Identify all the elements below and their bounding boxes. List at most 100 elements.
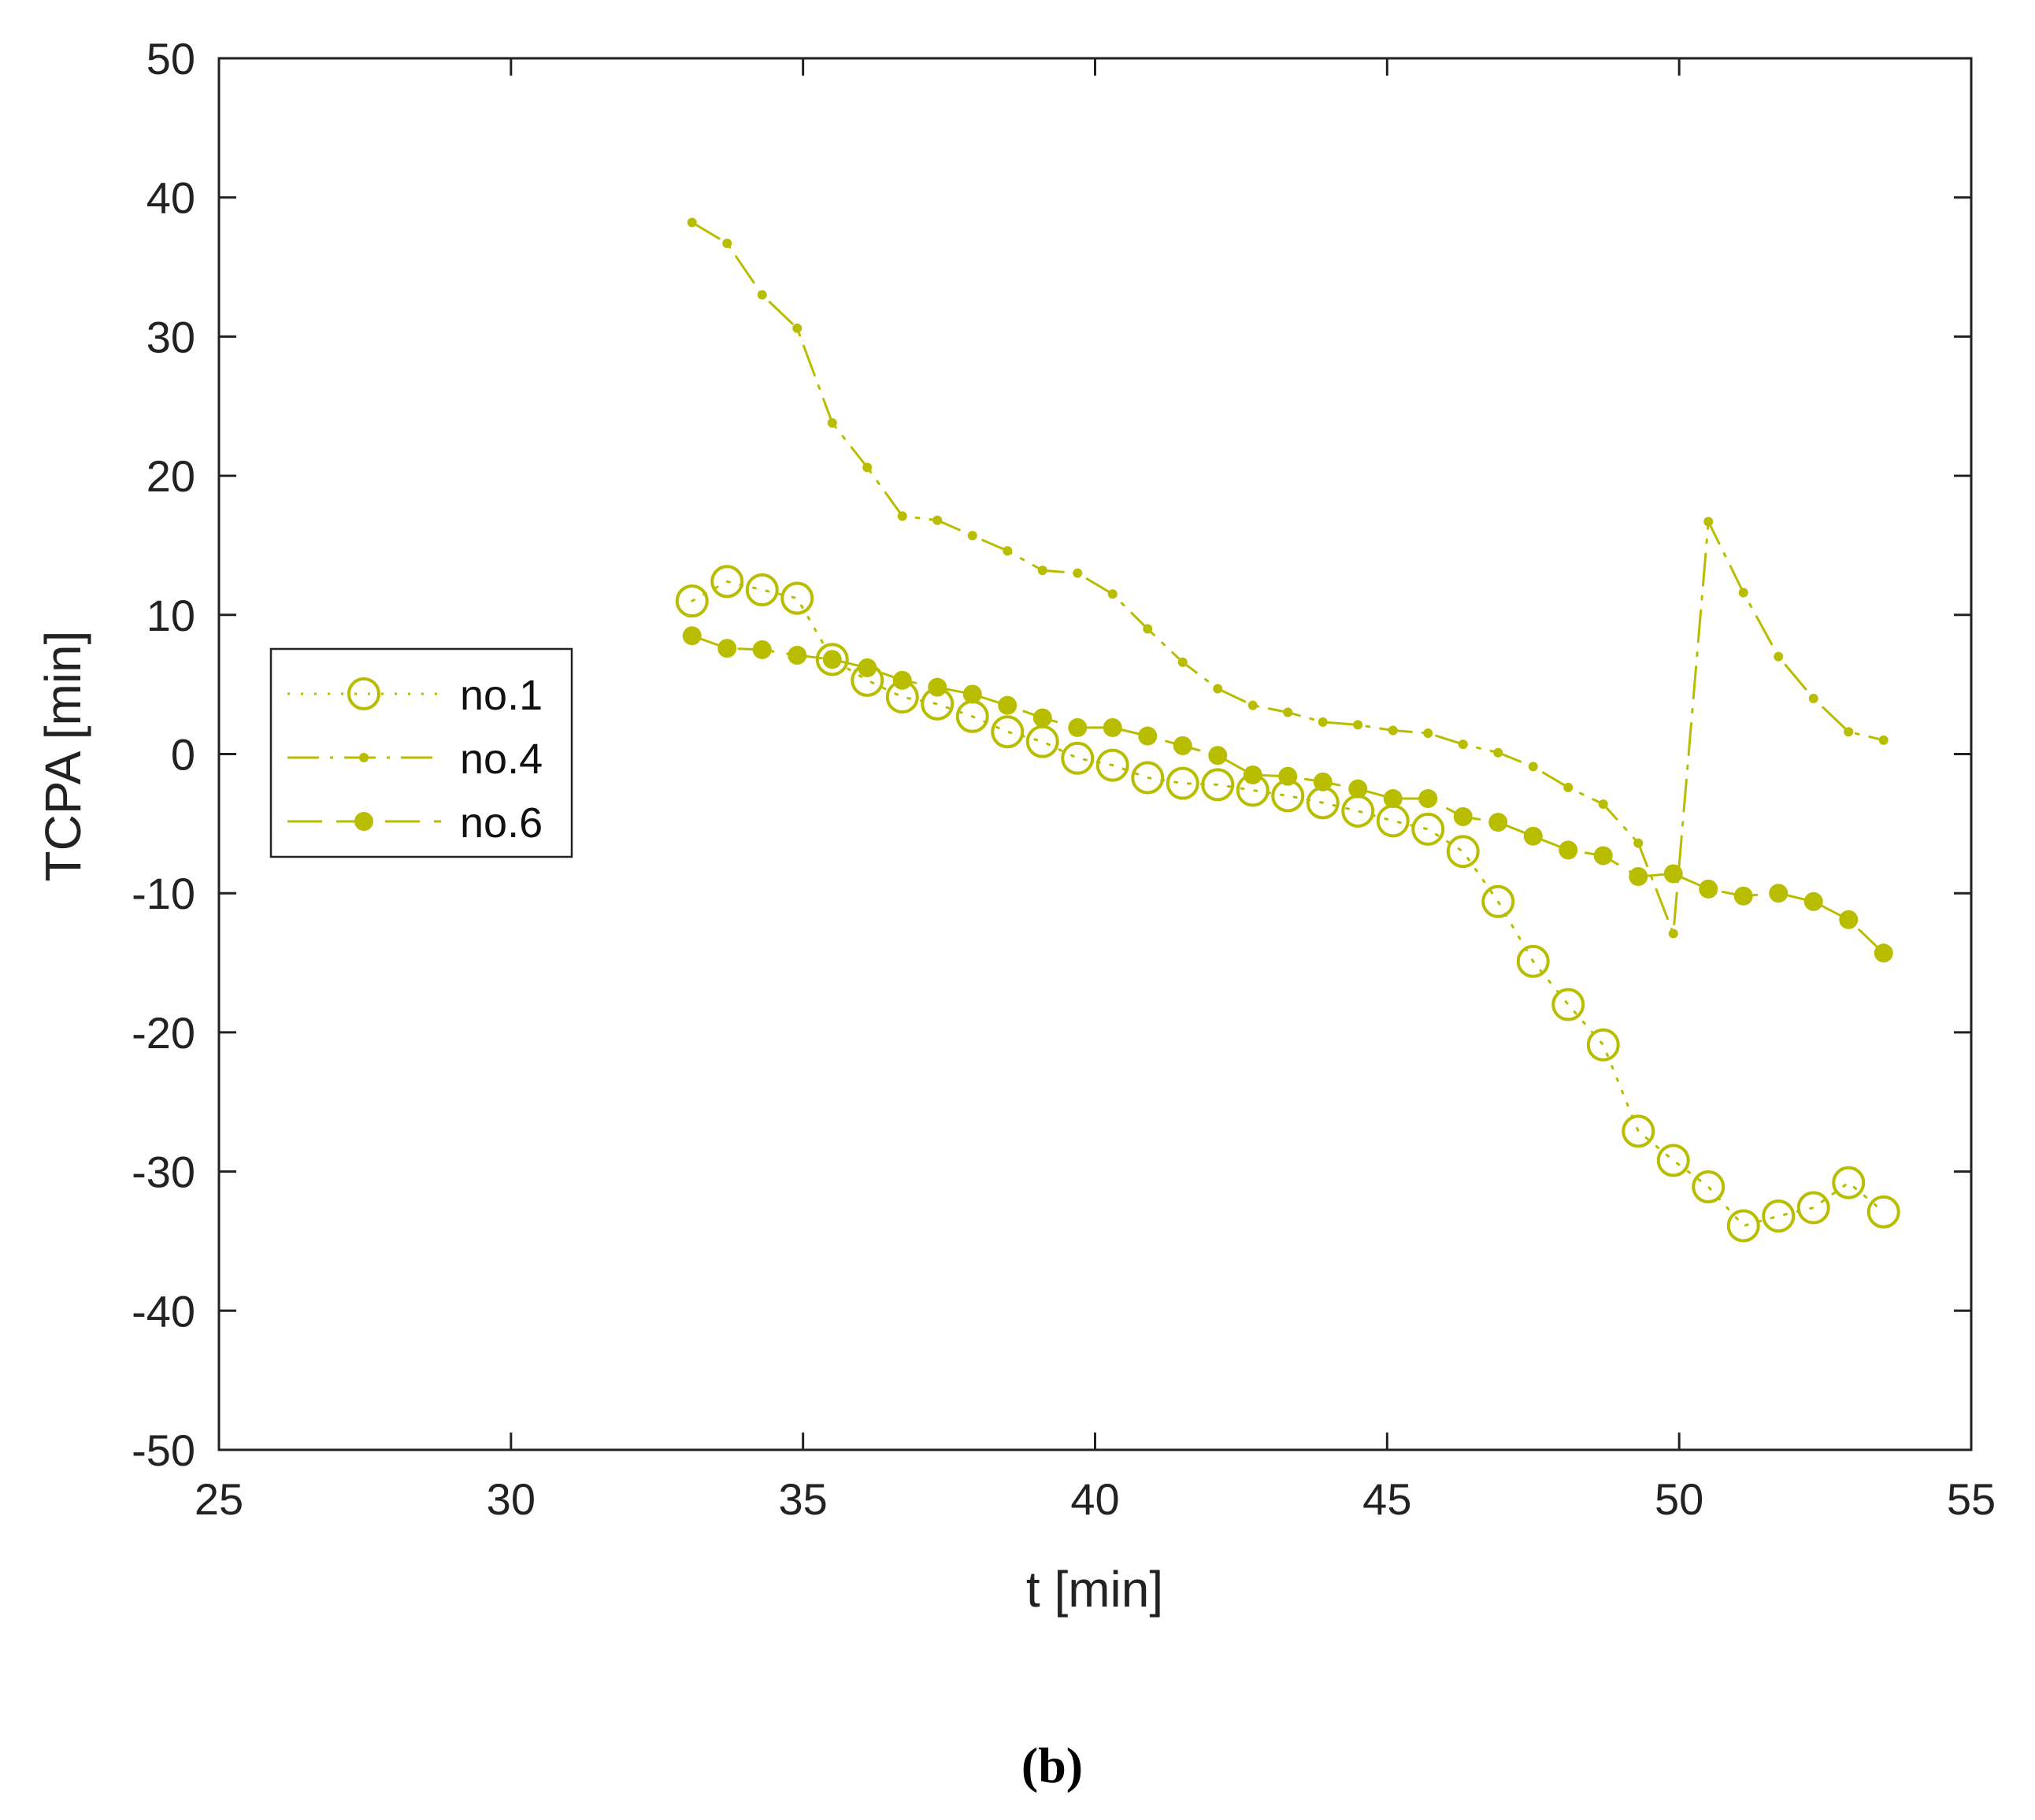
data-point bbox=[1586, 1028, 1620, 1062]
data-point bbox=[1493, 747, 1503, 758]
data-point bbox=[1839, 910, 1859, 929]
data-point bbox=[1699, 879, 1718, 899]
y-tick-label: -30 bbox=[132, 1147, 195, 1197]
tick-labels: 25 30 35 40 45 50 55 -50 -40 -30 -20 -10 0 10 20 30 40 50 bbox=[132, 34, 1996, 1524]
y-tick-label: -40 bbox=[132, 1286, 195, 1336]
data-point bbox=[717, 639, 737, 658]
data-point bbox=[1068, 717, 1088, 737]
data-point bbox=[1177, 657, 1188, 667]
data-point bbox=[1481, 884, 1515, 918]
data-point bbox=[1446, 835, 1480, 869]
data-point bbox=[1095, 748, 1129, 782]
x-tick-label: 25 bbox=[195, 1474, 243, 1524]
x-tick-label: 50 bbox=[1655, 1474, 1703, 1524]
data-point bbox=[998, 695, 1018, 715]
data-point bbox=[1423, 728, 1433, 738]
x-axis-label: t [min] bbox=[1026, 1561, 1163, 1618]
data-point bbox=[1629, 866, 1648, 886]
data-point bbox=[1866, 1195, 1900, 1229]
data-point bbox=[1808, 693, 1818, 703]
series-no6 bbox=[682, 626, 1893, 963]
legend-items bbox=[287, 677, 441, 831]
data-point bbox=[967, 531, 977, 541]
y-tick-label: 10 bbox=[146, 591, 195, 640]
data-point bbox=[1411, 812, 1445, 846]
x-tick-label: 40 bbox=[1070, 1474, 1119, 1524]
legend-label-no1: no.1 bbox=[460, 672, 543, 719]
data-point bbox=[1107, 589, 1118, 599]
y-tick-label: 30 bbox=[146, 312, 195, 361]
data-point bbox=[1692, 1170, 1725, 1204]
data-point bbox=[1663, 864, 1683, 884]
data-point bbox=[1143, 624, 1153, 634]
data-point bbox=[1037, 565, 1047, 576]
x-tick-label: 30 bbox=[487, 1474, 536, 1524]
series-no4 bbox=[687, 217, 1889, 939]
data-point bbox=[757, 290, 767, 300]
data-point bbox=[687, 217, 697, 228]
data-point bbox=[1418, 789, 1438, 809]
data-point bbox=[1703, 517, 1714, 527]
data-point bbox=[1201, 768, 1235, 802]
y-tick-label: -50 bbox=[132, 1425, 195, 1475]
data-point bbox=[1733, 886, 1753, 906]
data-point bbox=[1138, 726, 1158, 746]
data-point bbox=[1528, 762, 1538, 772]
figure-caption: (b) bbox=[1021, 1737, 1083, 1793]
data-point bbox=[1278, 766, 1298, 786]
data-point bbox=[1762, 1199, 1796, 1233]
data-point bbox=[1774, 651, 1784, 662]
data-point bbox=[1032, 708, 1052, 728]
data-point bbox=[1313, 772, 1333, 791]
data-point bbox=[1353, 720, 1363, 730]
data-point bbox=[1844, 727, 1854, 737]
data-point bbox=[1593, 846, 1613, 866]
legend-label-no4: no.4 bbox=[460, 736, 543, 783]
data-point bbox=[1563, 782, 1574, 792]
data-point bbox=[932, 515, 943, 525]
data-point bbox=[1453, 807, 1473, 827]
data-point bbox=[752, 639, 772, 659]
data-point bbox=[1769, 884, 1789, 903]
data-point bbox=[1488, 813, 1508, 832]
data-point bbox=[991, 715, 1025, 749]
legend-marker bbox=[359, 753, 369, 762]
data-point bbox=[1131, 761, 1165, 795]
y-tick-label: 20 bbox=[146, 451, 195, 501]
data-point bbox=[722, 239, 732, 249]
data-point bbox=[1796, 1191, 1830, 1225]
data-point bbox=[1832, 1166, 1866, 1199]
data-point bbox=[682, 626, 702, 646]
x-tick-label: 45 bbox=[1362, 1474, 1411, 1524]
data-point bbox=[1243, 765, 1262, 785]
legend: no.1 no.4 no.6 bbox=[269, 647, 573, 858]
data-point bbox=[962, 684, 982, 704]
data-point bbox=[1874, 943, 1893, 963]
data-point bbox=[1318, 717, 1328, 727]
data-point bbox=[815, 643, 849, 676]
data-point bbox=[1633, 838, 1644, 848]
data-point bbox=[1878, 735, 1889, 745]
data-point bbox=[1208, 746, 1228, 765]
data-point bbox=[1061, 741, 1095, 775]
y-tick-label: 40 bbox=[146, 173, 195, 223]
data-point bbox=[1173, 736, 1192, 755]
data-point bbox=[1598, 799, 1608, 810]
x-tick-label: 35 bbox=[779, 1474, 828, 1524]
x-tick-label: 55 bbox=[1947, 1474, 1996, 1524]
data-point bbox=[1668, 929, 1678, 939]
data-point bbox=[1003, 546, 1013, 556]
data-point bbox=[892, 670, 912, 690]
data-point bbox=[928, 677, 947, 697]
data-point bbox=[1523, 826, 1543, 846]
data-point bbox=[1383, 789, 1403, 809]
y-tick-label: -10 bbox=[132, 869, 195, 918]
data-point bbox=[1458, 739, 1468, 750]
data-point bbox=[822, 650, 842, 669]
data-point bbox=[1247, 700, 1258, 710]
legend-label-no6: no.6 bbox=[460, 799, 543, 847]
data-point bbox=[780, 581, 814, 615]
data-point bbox=[827, 417, 837, 428]
